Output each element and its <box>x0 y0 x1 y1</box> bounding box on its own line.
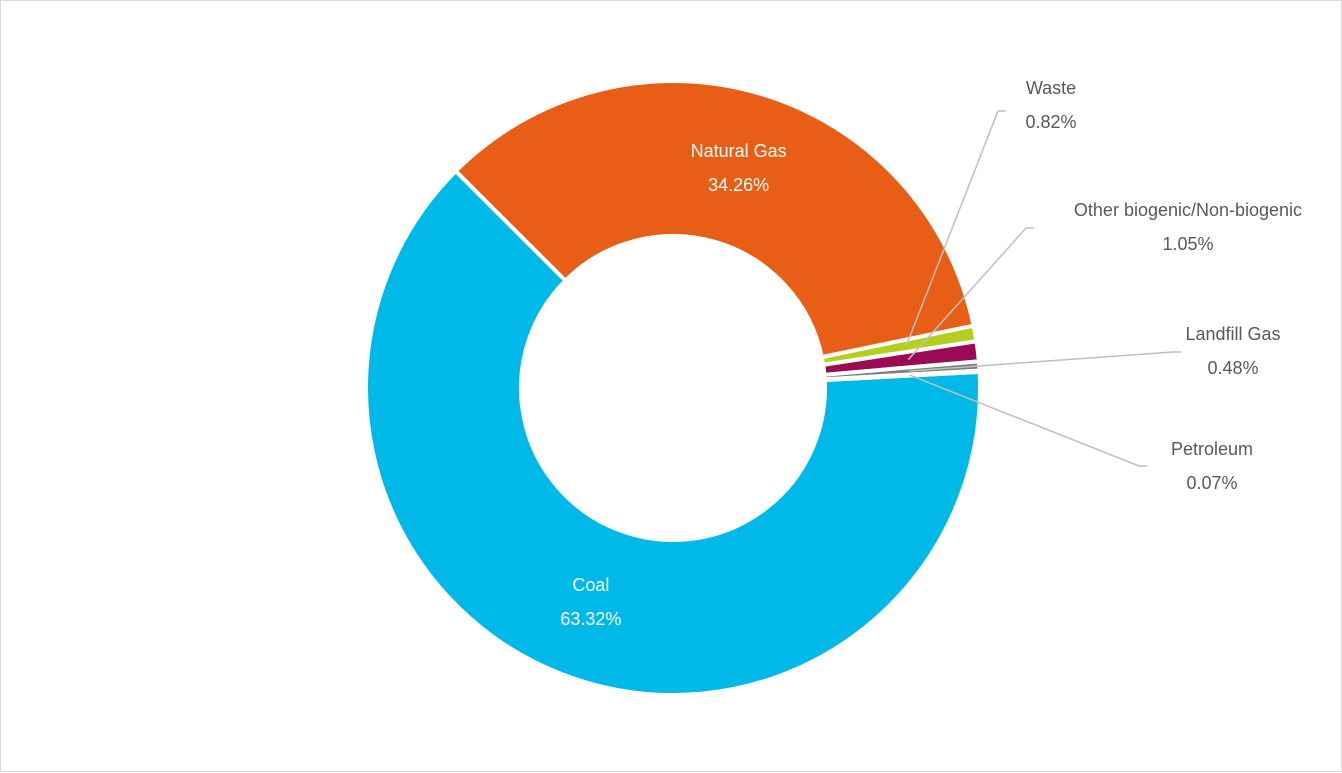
label-coal-value: 63.32% <box>560 609 621 629</box>
label-natural-gas-name: Natural Gas <box>691 141 787 161</box>
label-landfill-gas-value: 0.48% <box>1207 358 1258 378</box>
label-waste-value: 0.82% <box>1025 112 1076 132</box>
leader-lines <box>905 110 1181 467</box>
label-other-biogenic-non-biogenic-name: Other biogenic/Non-biogenic <box>1074 200 1302 220</box>
data-labels: Coal 63.32% Natural Gas 34.26% Waste 0.82% Oth… <box>560 78 1302 629</box>
label-waste-name: Waste <box>1026 78 1076 98</box>
label-petroleum-value: 0.07% <box>1186 473 1237 493</box>
slice-natural-gas <box>453 79 976 360</box>
label-other-biogenic-non-biogenic-value: 1.05% <box>1162 234 1213 254</box>
leader-other-biogenic-non-biogenic <box>907 227 1034 361</box>
leader-petroleum <box>909 374 1147 467</box>
label-landfill-gas-name: Landfill Gas <box>1185 324 1280 344</box>
label-coal-name: Coal <box>572 575 609 595</box>
donut-slices <box>364 79 982 697</box>
slice-coal <box>364 169 982 697</box>
leader-landfill-gas <box>909 351 1181 372</box>
label-natural-gas-value: 34.26% <box>708 175 769 195</box>
leader-waste <box>905 110 1006 347</box>
slice-petroleum <box>822 368 982 383</box>
label-petroleum-name: Petroleum <box>1171 439 1253 459</box>
